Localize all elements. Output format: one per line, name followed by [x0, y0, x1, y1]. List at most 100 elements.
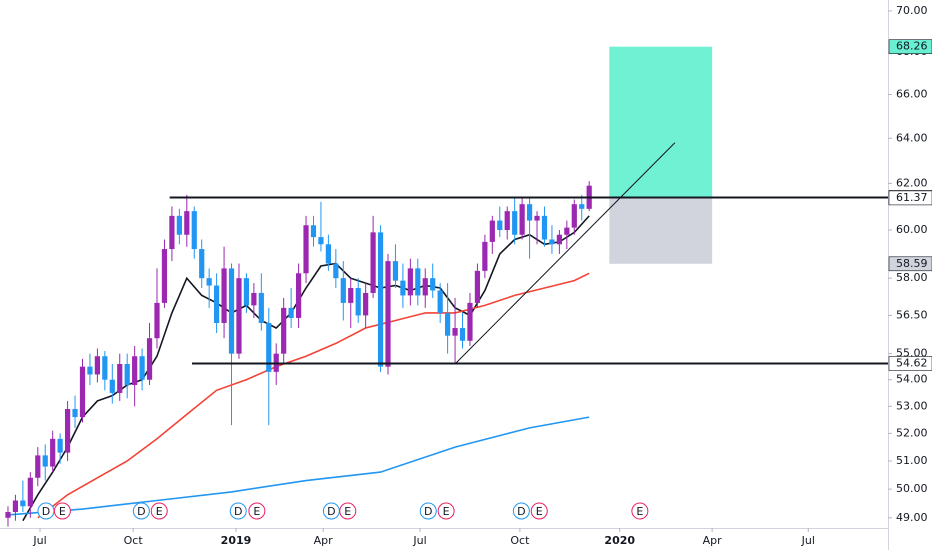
price-tag-label: 68.26: [896, 40, 928, 53]
candle-body: [243, 278, 250, 306]
candle-body: [363, 292, 369, 316]
candle-body: [35, 455, 41, 478]
candle-body: [42, 455, 48, 467]
candle-body: [355, 288, 361, 316]
candle-body: [139, 356, 145, 380]
candle-body: [295, 273, 302, 318]
y-tick-label: 70.00: [896, 4, 928, 17]
event-label: D: [327, 505, 335, 518]
candle-body: [497, 220, 503, 230]
candle-body: [132, 356, 138, 386]
price-tag-label: 54.62: [896, 357, 928, 370]
candle-body: [474, 270, 481, 303]
candle-body: [348, 288, 354, 303]
candle-body: [228, 268, 235, 354]
candle-body: [146, 338, 153, 380]
candle-body: [109, 379, 115, 393]
x-tick-label: Jul: [412, 534, 426, 547]
y-tick-label: 52.00: [896, 426, 928, 439]
candle-body: [489, 220, 495, 242]
candle-body: [303, 225, 309, 274]
candle-body: [512, 211, 518, 235]
candle-body: [325, 244, 331, 264]
y-tick-label: 51.00: [896, 454, 928, 467]
event-label: E: [59, 505, 66, 518]
candle-body: [556, 234, 562, 245]
event-marker: [339, 502, 357, 520]
event-label: D: [424, 505, 432, 518]
x-tick-label: Jul: [801, 534, 815, 547]
candle-body: [266, 322, 272, 372]
x-tick-label: Apr: [703, 534, 723, 547]
event-marker: [132, 502, 150, 520]
candle-body: [64, 408, 71, 453]
candle-body: [5, 512, 11, 518]
candle-body: [333, 263, 339, 279]
candle-body: [176, 215, 182, 235]
candle-body: [154, 302, 160, 339]
candle-body: [184, 211, 190, 235]
y-tick-label: 54.00: [896, 373, 928, 386]
event-label: D: [517, 505, 525, 518]
candle-body: [102, 356, 108, 380]
event-marker: [437, 502, 455, 520]
price-tag: [888, 39, 932, 54]
y-tick-label: 58.00: [896, 271, 928, 284]
candle-body: [50, 438, 56, 467]
y-tick-label: 60.00: [896, 223, 928, 236]
candle-body: [206, 278, 212, 286]
y-tick-label: 50.00: [896, 482, 928, 495]
event-marker: [53, 502, 71, 520]
candle-body: [422, 278, 428, 296]
moving-average: [7, 416, 590, 516]
event-marker: [419, 502, 437, 520]
candle-body: [549, 239, 555, 245]
y-tick-label: 56.50: [896, 308, 928, 321]
y-tick-label: 64.00: [896, 131, 928, 144]
candle-body: [191, 211, 197, 250]
candle-body: [12, 500, 19, 513]
event-label: E: [536, 505, 543, 518]
candle-body: [534, 215, 540, 221]
y-tick-label: 66.00: [896, 88, 928, 101]
x-tick-label: Oct: [124, 534, 144, 547]
candle-body: [377, 232, 384, 367]
price-tag-label: 61.37: [896, 191, 928, 204]
price-tag: [888, 356, 932, 371]
candle-body: [482, 241, 488, 271]
event-label: E: [344, 505, 351, 518]
candle-body: [87, 366, 93, 375]
profit-zone: [609, 46, 713, 198]
event-marker: [530, 502, 548, 520]
event-label: E: [156, 505, 163, 518]
event-marker: [248, 502, 266, 520]
candle-body: [541, 215, 548, 240]
candle-body: [392, 261, 399, 281]
candle-body: [445, 312, 451, 336]
loss-zone: [609, 197, 713, 264]
candle-body: [467, 302, 473, 341]
x-tick-label: Jul: [32, 534, 46, 547]
event-label: D: [234, 505, 242, 518]
event-label: D: [137, 505, 145, 518]
candle-body: [400, 280, 406, 296]
candle-body: [94, 356, 100, 375]
candle-body: [430, 278, 436, 291]
candle-body: [199, 249, 205, 279]
candle-body: [370, 232, 376, 293]
event-label: E: [443, 505, 450, 518]
candle-body: [169, 215, 175, 250]
candle-body: [579, 204, 585, 209]
candle-body: [437, 290, 443, 313]
candle-body: [281, 307, 287, 354]
candle-body: [340, 278, 346, 303]
candle-body: [318, 237, 324, 245]
y-tick-label: 49.00: [896, 511, 928, 524]
candle-body: [564, 227, 570, 235]
candle-body: [415, 268, 421, 296]
candle-body: [57, 438, 63, 453]
candle-body: [571, 204, 577, 228]
candle-body: [459, 328, 466, 341]
